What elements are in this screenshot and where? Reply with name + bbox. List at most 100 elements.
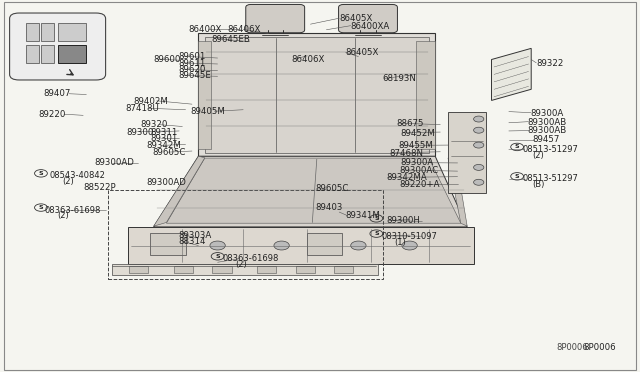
Text: 89311: 89311 [150, 128, 178, 137]
Bar [334, 266, 353, 273]
Text: 89405M: 89405M [191, 107, 225, 116]
Circle shape [474, 164, 484, 170]
Text: S: S [215, 254, 220, 259]
Text: 08363-61698: 08363-61698 [45, 206, 101, 215]
Bar [26, 23, 38, 41]
Text: 89645EB: 89645EB [211, 35, 250, 44]
Text: 89220: 89220 [38, 110, 66, 119]
Text: 89300A: 89300A [401, 158, 434, 167]
Text: 87418U: 87418U [125, 104, 159, 113]
Text: (2): (2) [58, 211, 69, 220]
Bar [58, 23, 86, 41]
Text: 86400X: 86400X [189, 25, 222, 34]
Text: 89303A: 89303A [178, 231, 211, 240]
Circle shape [474, 116, 484, 122]
Text: 8P0006: 8P0006 [584, 343, 616, 352]
Polygon shape [448, 112, 486, 193]
Text: (1): (1) [394, 238, 406, 247]
Polygon shape [128, 227, 474, 264]
Text: 89322: 89322 [536, 59, 564, 68]
FancyBboxPatch shape [246, 4, 305, 33]
Bar [41, 45, 54, 63]
Bar [174, 266, 193, 273]
FancyBboxPatch shape [339, 4, 397, 33]
Text: 08363-61698: 08363-61698 [223, 254, 279, 263]
FancyBboxPatch shape [10, 13, 106, 80]
Bar [150, 232, 186, 255]
Circle shape [402, 241, 417, 250]
Text: 86400XA: 86400XA [351, 22, 390, 31]
Polygon shape [448, 157, 467, 226]
Text: S: S [374, 216, 379, 221]
Text: 86406X: 86406X [227, 25, 260, 34]
Text: 89300AC: 89300AC [399, 166, 438, 175]
Text: 89455M: 89455M [398, 141, 433, 150]
Text: 89300H: 89300H [387, 217, 420, 225]
Text: 88314: 88314 [178, 237, 205, 246]
Text: (2): (2) [63, 177, 74, 186]
Polygon shape [166, 158, 461, 223]
Text: 89605C: 89605C [315, 185, 348, 193]
Text: 89300AB: 89300AB [527, 118, 566, 126]
Text: 86406X: 86406X [291, 55, 324, 64]
Bar [41, 23, 54, 41]
Polygon shape [492, 48, 531, 100]
Text: 89300AD: 89300AD [146, 178, 186, 187]
Text: 89620: 89620 [178, 65, 205, 74]
Polygon shape [198, 33, 435, 156]
Text: 68193N: 68193N [383, 74, 417, 83]
Bar [129, 266, 148, 273]
Bar [58, 45, 86, 63]
Circle shape [210, 241, 225, 250]
Polygon shape [416, 41, 435, 149]
Text: 89452M: 89452M [401, 129, 435, 138]
Polygon shape [112, 264, 378, 275]
Text: 89300: 89300 [127, 128, 154, 137]
Text: 89301: 89301 [150, 134, 178, 143]
Text: 89645E: 89645E [178, 71, 211, 80]
Text: 89403: 89403 [315, 203, 342, 212]
Polygon shape [198, 41, 211, 149]
Polygon shape [154, 156, 205, 226]
Text: 8P0006: 8P0006 [556, 343, 588, 352]
Circle shape [474, 179, 484, 185]
Text: 89600: 89600 [154, 55, 181, 64]
Text: 89457: 89457 [532, 135, 560, 144]
Bar [108, 190, 383, 279]
Text: 89300AB: 89300AB [527, 126, 566, 135]
Text: 08543-40842: 08543-40842 [50, 171, 106, 180]
Circle shape [474, 127, 484, 133]
Text: S: S [38, 171, 44, 176]
Text: 89611: 89611 [178, 59, 205, 68]
Text: 89605C: 89605C [152, 148, 186, 157]
Text: 86405X: 86405X [339, 14, 372, 23]
Text: (2): (2) [236, 260, 247, 269]
Text: S: S [515, 144, 520, 150]
Text: S: S [374, 231, 379, 236]
Bar [257, 266, 276, 273]
Text: 86405X: 86405X [346, 48, 379, 57]
Bar [307, 232, 342, 255]
Text: 89601: 89601 [178, 52, 205, 61]
Bar [296, 266, 315, 273]
Text: 08310-51097: 08310-51097 [381, 232, 437, 241]
Circle shape [351, 241, 366, 250]
Circle shape [474, 142, 484, 148]
Text: 89320: 89320 [141, 121, 168, 129]
Text: 89220+A: 89220+A [399, 180, 440, 189]
Circle shape [274, 241, 289, 250]
Text: 88522P: 88522P [83, 183, 116, 192]
Polygon shape [205, 37, 429, 153]
Bar [26, 45, 38, 63]
Text: 89300AD: 89300AD [95, 158, 134, 167]
Text: 88675: 88675 [397, 119, 424, 128]
Text: 89341M: 89341M [346, 211, 380, 220]
Text: (B): (B) [532, 180, 545, 189]
Text: 89300A: 89300A [530, 109, 563, 118]
Text: 08513-51297: 08513-51297 [522, 145, 578, 154]
Text: 89402M: 89402M [133, 97, 168, 106]
Text: S: S [38, 205, 44, 210]
Text: 87468N: 87468N [389, 149, 423, 158]
Text: S: S [515, 174, 520, 179]
Text: 89342MA: 89342MA [387, 173, 428, 182]
